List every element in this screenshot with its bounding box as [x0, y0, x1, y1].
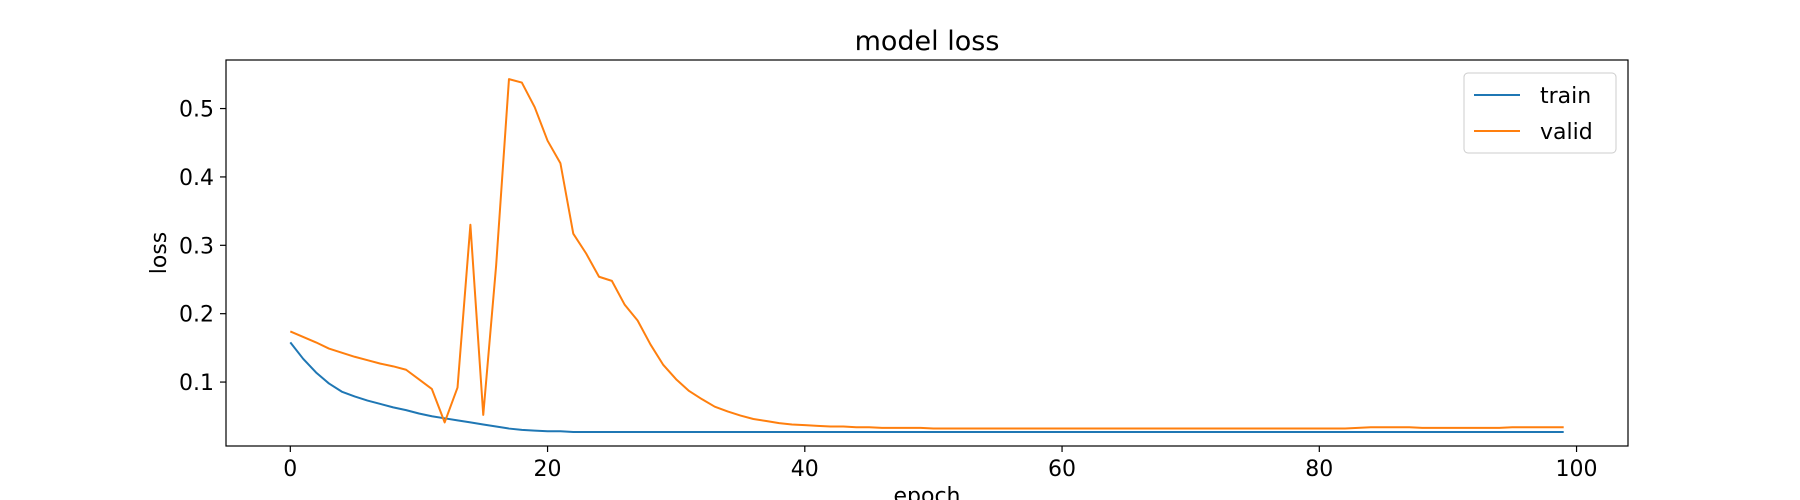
axis-ticks: 0 20 40 60 80 100 0.1 0.2 0.3 0.4 0.5	[179, 98, 1598, 482]
x-tick-label: 0	[283, 457, 297, 482]
legend-box	[1463, 72, 1617, 154]
series-line-valid	[289, 78, 1564, 430]
chart-title: model loss	[855, 26, 1000, 57]
legend: train valid	[1463, 72, 1617, 154]
y-tick-label: 0.2	[179, 303, 214, 328]
legend-label-valid: valid	[1540, 120, 1593, 145]
series-line-train	[289, 341, 1564, 433]
y-tick-label: 0.3	[179, 234, 214, 259]
x-axis-label: epoch	[894, 484, 961, 500]
x-tick-label: 100	[1556, 457, 1598, 482]
y-axis-label: loss	[147, 232, 172, 275]
y-tick-label: 0.5	[179, 98, 214, 123]
x-tick-label: 40	[791, 457, 819, 482]
x-tick-label: 20	[534, 457, 562, 482]
plot-frame	[225, 59, 1629, 447]
legend-label-train: train	[1540, 84, 1591, 109]
y-tick-label: 0.4	[179, 166, 214, 191]
y-tick-label: 0.1	[179, 371, 214, 396]
x-tick-label: 80	[1305, 457, 1333, 482]
x-tick-label: 60	[1048, 457, 1076, 482]
series-lines	[289, 78, 1564, 433]
